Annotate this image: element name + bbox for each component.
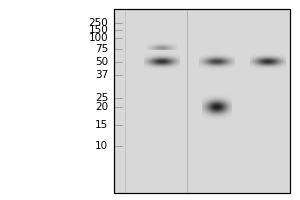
Bar [114,9,290,193]
Text: 20: 20 [95,102,108,112]
Text: 75: 75 [95,44,108,54]
Text: 15: 15 [95,120,108,130]
Text: 150: 150 [88,25,108,35]
Bar [114,9,290,193]
Text: 50: 50 [95,57,108,67]
Text: 250: 250 [88,18,108,28]
Text: 100: 100 [89,33,108,43]
Text: 10: 10 [95,141,108,151]
Text: 37: 37 [95,70,108,80]
Text: 25: 25 [95,93,108,103]
